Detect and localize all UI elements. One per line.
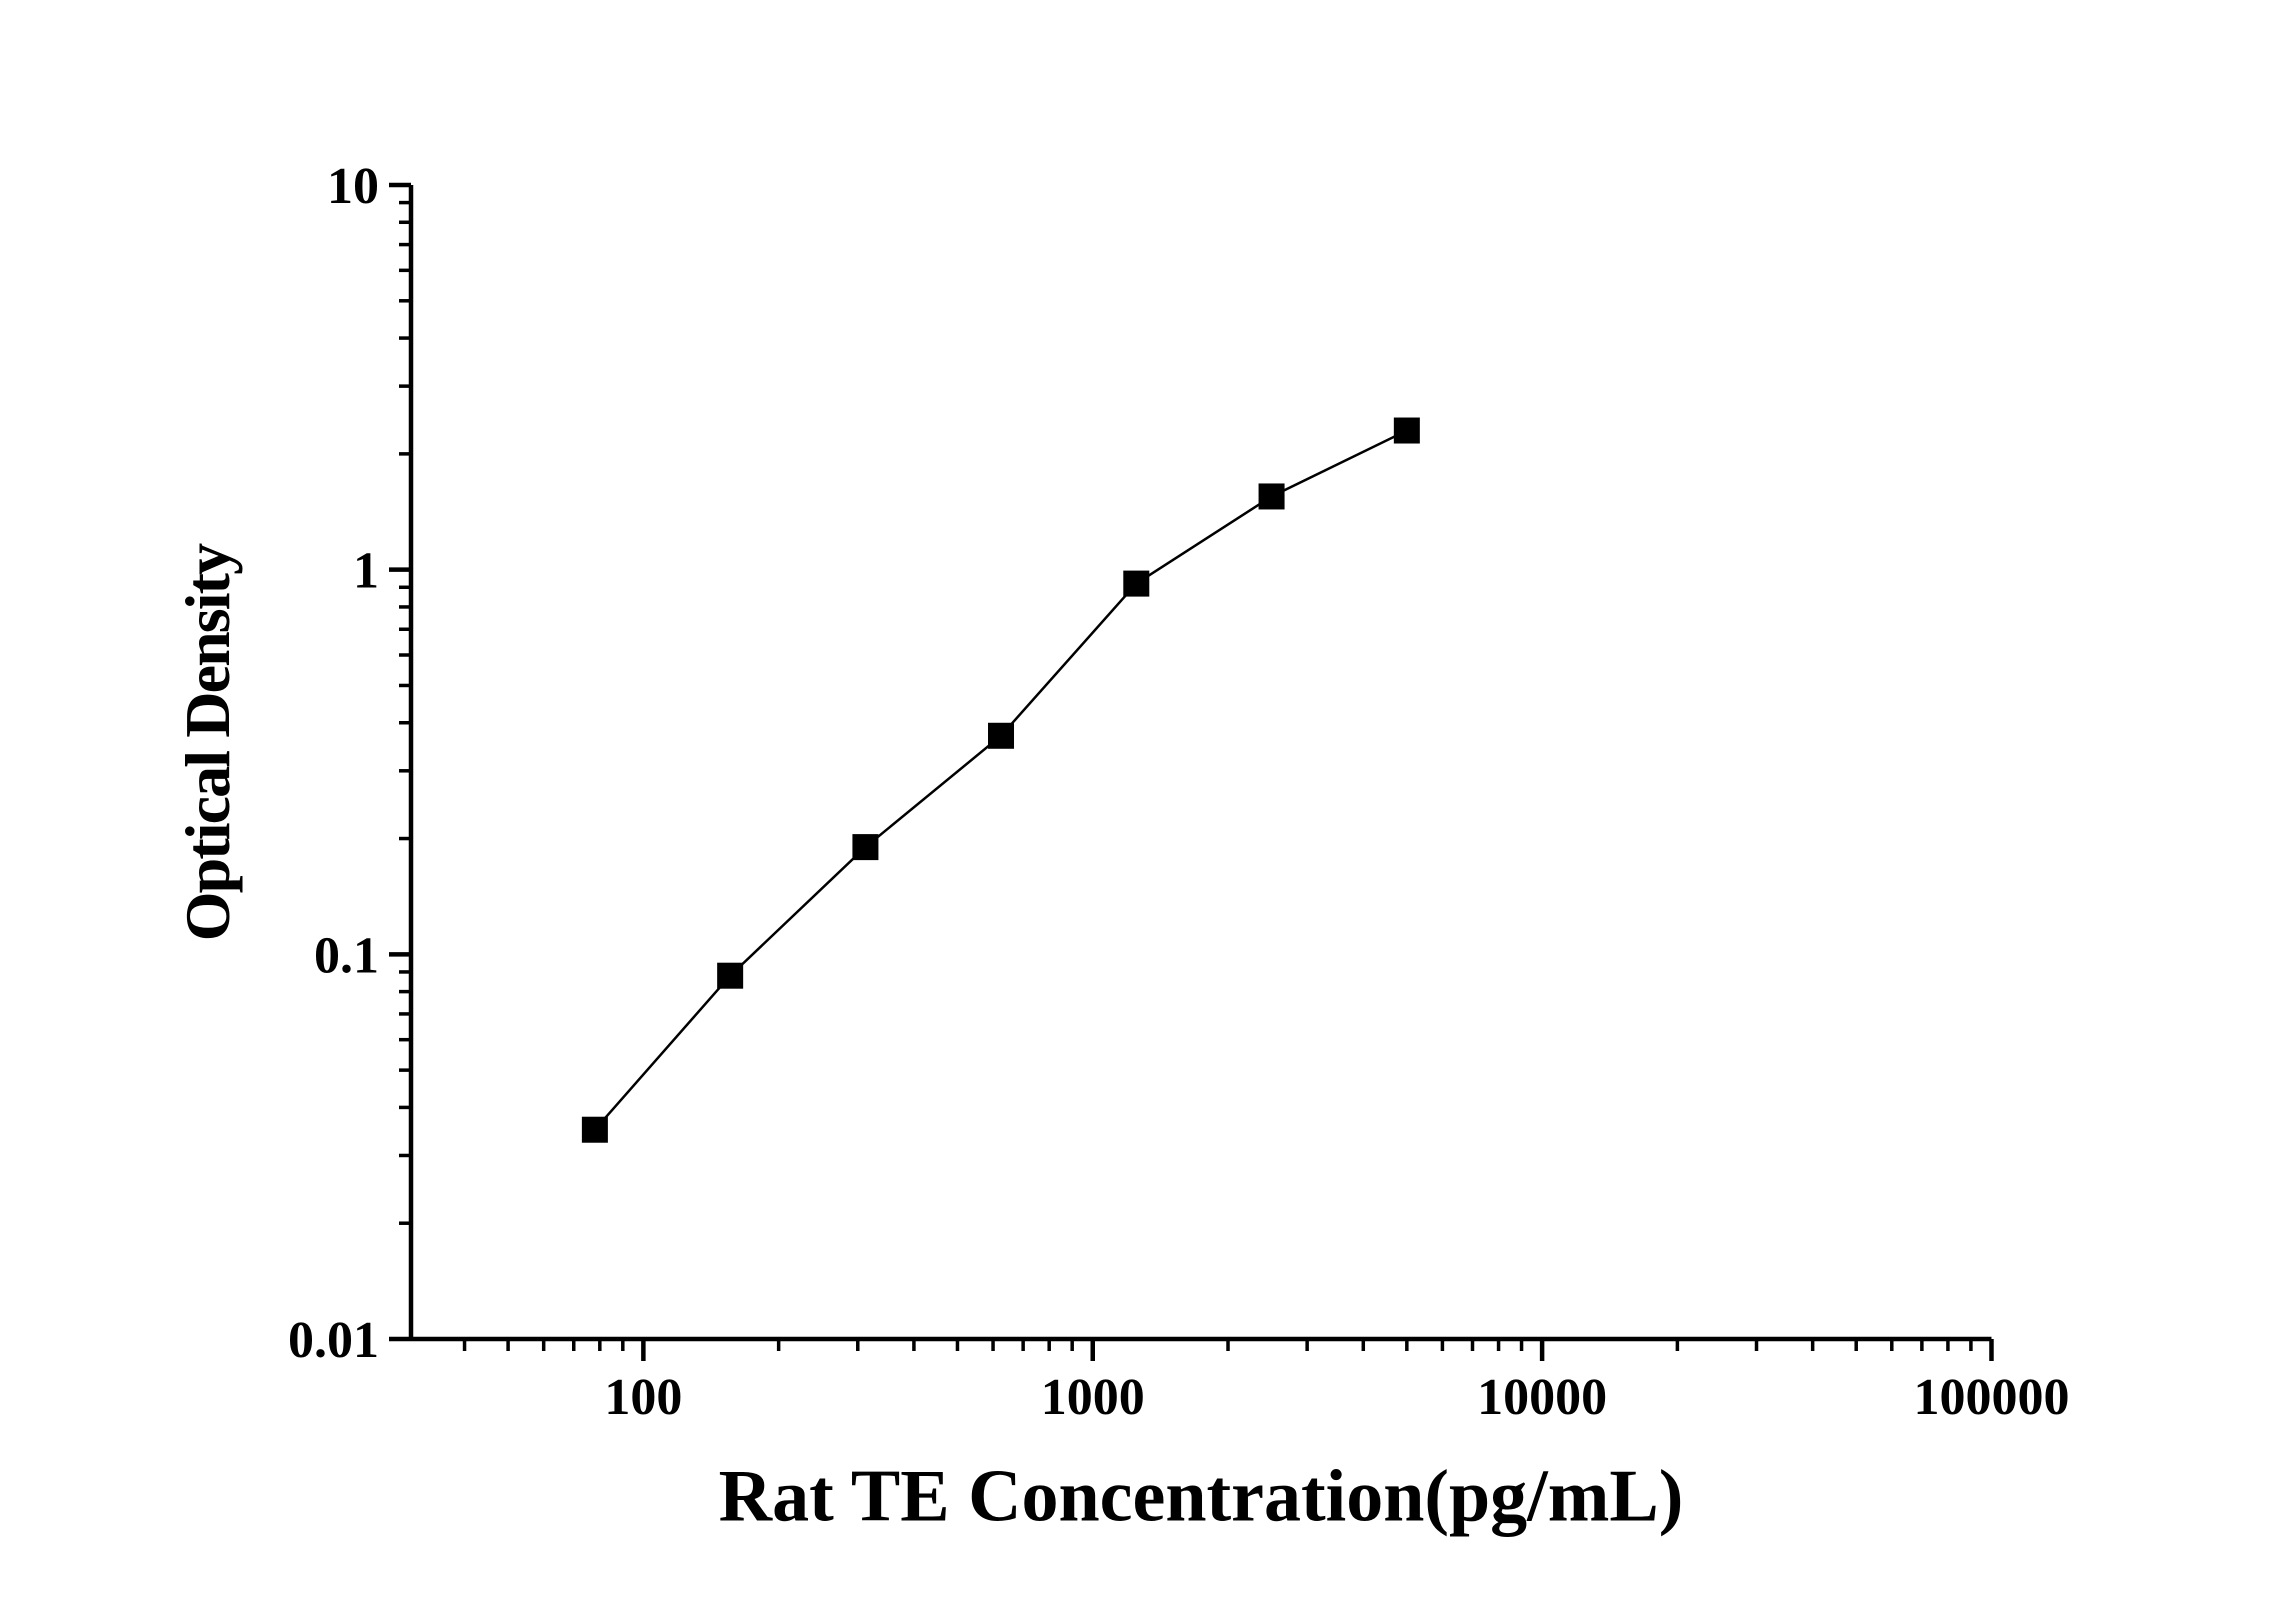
svg-text:1: 1 bbox=[353, 543, 379, 600]
svg-text:10: 10 bbox=[327, 158, 379, 215]
svg-text:100000: 100000 bbox=[1913, 1369, 2069, 1426]
svg-text:1000: 1000 bbox=[1041, 1369, 1145, 1426]
svg-text:10000: 10000 bbox=[1477, 1369, 1607, 1426]
svg-text:0.1: 0.1 bbox=[314, 927, 379, 984]
svg-text:100: 100 bbox=[604, 1369, 682, 1426]
svg-text:0.01: 0.01 bbox=[288, 1312, 379, 1369]
